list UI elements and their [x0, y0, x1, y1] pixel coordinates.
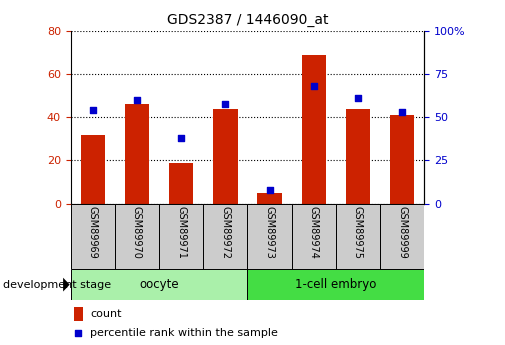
- Text: count: count: [90, 309, 122, 319]
- Point: [266, 187, 274, 193]
- Bar: [247, 269, 424, 300]
- Bar: [203, 204, 247, 269]
- Bar: [169, 162, 193, 204]
- Bar: [336, 204, 380, 269]
- Bar: [258, 193, 282, 204]
- Point: [89, 108, 97, 113]
- Point: [177, 135, 185, 141]
- Polygon shape: [63, 278, 70, 292]
- Bar: [390, 115, 414, 204]
- Text: development stage: development stage: [3, 280, 111, 289]
- Text: GSM89975: GSM89975: [353, 206, 363, 258]
- Bar: [301, 55, 326, 204]
- Bar: [247, 204, 292, 269]
- Point: [133, 97, 141, 103]
- Text: percentile rank within the sample: percentile rank within the sample: [90, 328, 278, 338]
- Bar: [81, 135, 105, 204]
- Text: GSM89974: GSM89974: [309, 206, 319, 258]
- Point: [354, 96, 362, 101]
- Text: GSM89972: GSM89972: [220, 206, 230, 258]
- Bar: [292, 204, 336, 269]
- Point: [398, 109, 406, 115]
- Bar: [71, 204, 115, 269]
- Point: [221, 101, 229, 106]
- Point: [310, 83, 318, 89]
- Bar: [74, 307, 83, 321]
- Text: GSM89970: GSM89970: [132, 206, 142, 258]
- Bar: [125, 104, 149, 204]
- Text: 1-cell embryo: 1-cell embryo: [295, 278, 377, 291]
- Text: GSM89973: GSM89973: [265, 206, 275, 258]
- Title: GDS2387 / 1446090_at: GDS2387 / 1446090_at: [167, 13, 328, 27]
- Bar: [159, 204, 203, 269]
- Bar: [380, 204, 424, 269]
- Text: GSM89971: GSM89971: [176, 206, 186, 258]
- Point: [314, 244, 322, 249]
- Bar: [71, 269, 247, 300]
- Text: GSM89999: GSM89999: [397, 206, 407, 258]
- Text: GSM89969: GSM89969: [88, 206, 98, 258]
- Bar: [213, 109, 237, 204]
- Bar: [346, 109, 370, 204]
- Text: oocyte: oocyte: [139, 278, 179, 291]
- Bar: [115, 204, 159, 269]
